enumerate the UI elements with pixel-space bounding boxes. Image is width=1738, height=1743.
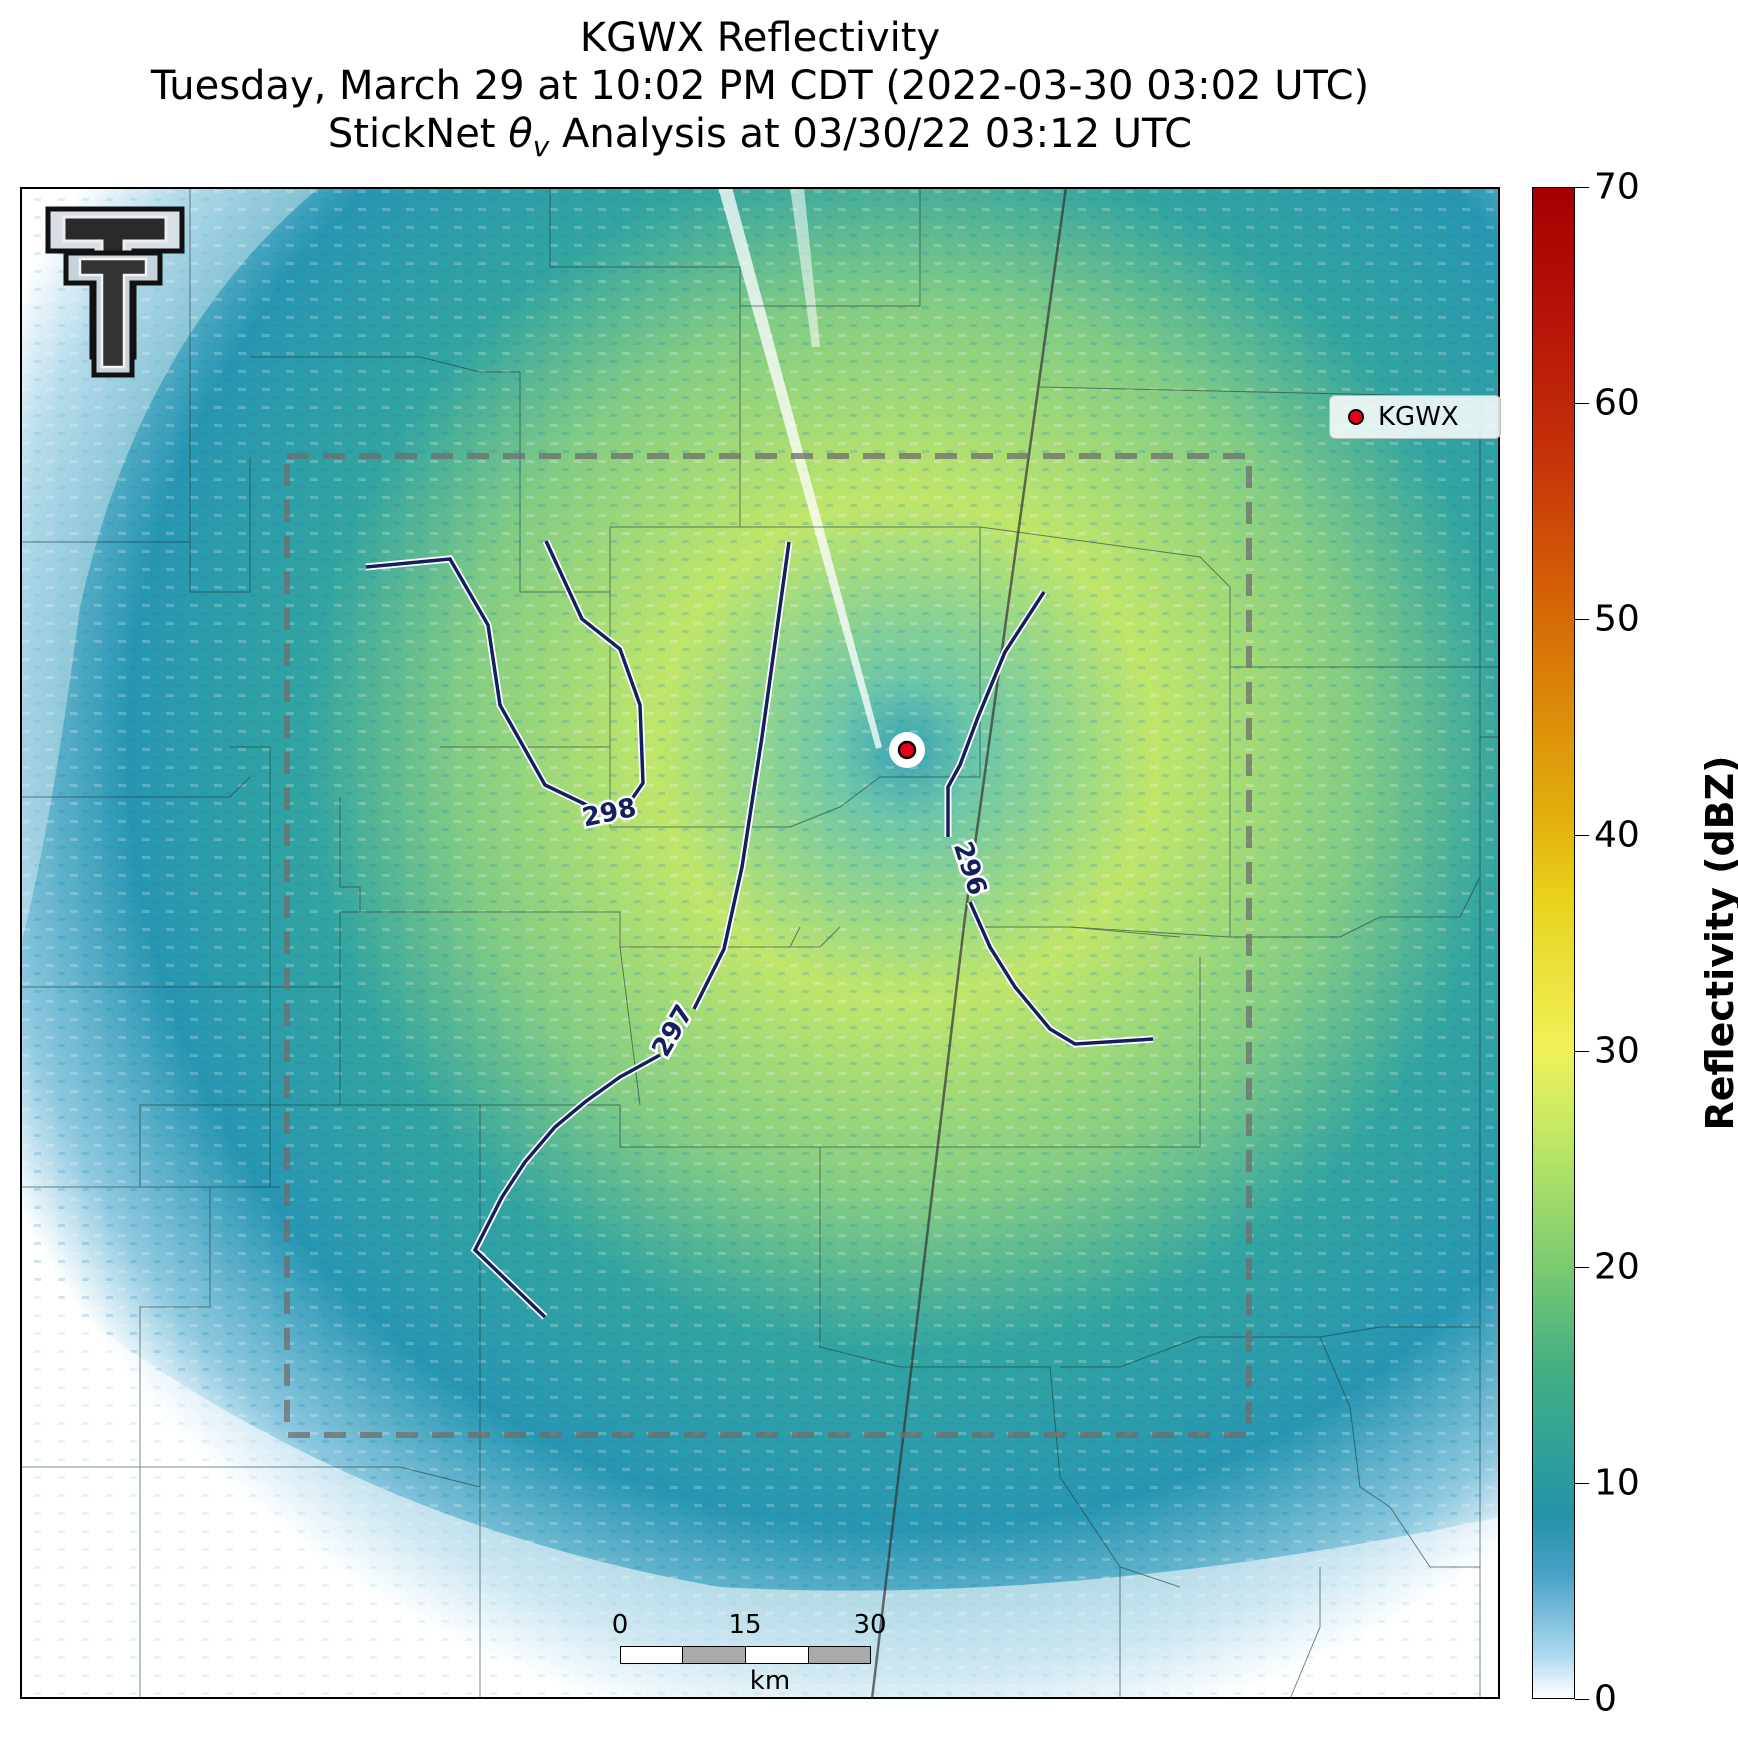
colorbar-tick-label: 50 (1594, 598, 1640, 640)
title-line-1: KGWX Reflectivity (579, 15, 941, 61)
contour-296-south-line (968, 901, 1154, 1046)
contour-297-south-line (472, 1053, 661, 1319)
contour-296-north-line (946, 591, 1046, 837)
map-title: KGWX Reflectivity Tuesday, March 29 at 1… (20, 14, 1500, 171)
beam-blockage-streak (718, 187, 882, 749)
legend-label: KGWX (1378, 402, 1459, 432)
colorbar-tick-label: 30 (1594, 1030, 1640, 1072)
title-line-3: StickNet θv Analysis at 03/30/22 03:12 U… (327, 111, 1193, 163)
colorbar-tick-label: 40 (1594, 814, 1640, 856)
colorbar-tick-mark (1575, 835, 1589, 836)
map-border (20, 187, 1500, 1699)
beam-streak-2 (790, 187, 820, 347)
texas-tech-logo (45, 206, 185, 378)
colorbar-title: Reflectivity (dBZ) (1698, 755, 1738, 1131)
contour-297-north-line (692, 541, 791, 1010)
sparse-echo-southwest (20, 1267, 1500, 1699)
map-legend: KGWX (1329, 395, 1501, 439)
colorbar-tick-mark (1575, 1699, 1589, 1700)
scale-unit: km (749, 1666, 791, 1696)
contour-298-west-line (365, 557, 596, 811)
scale-segment-1 (620, 1646, 683, 1664)
colorbar-tick-mark (1575, 619, 1589, 620)
colorbar-tick-mark (1575, 403, 1589, 404)
title-line-2: Tuesday, March 29 at 10:02 PM CDT (2022-… (150, 63, 1370, 109)
colorbar-tick-mark (1575, 1051, 1589, 1052)
state-boundary (870, 187, 1068, 1699)
radar-site-legend-marker (1348, 409, 1364, 425)
colorbar-tick-mark (1575, 1483, 1589, 1484)
colorbar-tick-label: 10 (1594, 1462, 1640, 1504)
scale-tick-30: 30 (853, 1610, 887, 1640)
colorbar-tick-label: 0 (1594, 1678, 1617, 1720)
scale-tick-0: 0 (611, 1610, 629, 1640)
colorbar-tick-mark (1575, 187, 1589, 188)
colorbar-tick-label: 60 (1594, 382, 1640, 424)
scale-segment-3 (745, 1646, 809, 1664)
radar-site-marker[interactable] (897, 740, 917, 760)
scale-tick-15: 15 (728, 1610, 762, 1640)
colorbar-tick-label: 20 (1594, 1246, 1640, 1288)
scale-segment-4 (808, 1646, 871, 1664)
scale-segment-2 (682, 1646, 746, 1664)
colorbar-tick-label: 70 (1594, 166, 1640, 208)
scale-bar: 0 15 30 km (612, 1610, 920, 1696)
contour-298-east-line (544, 540, 645, 810)
reflectivity-colorbar (1532, 187, 1575, 1699)
colorbar-tick-mark (1575, 1267, 1589, 1268)
analysis-domain-box (284, 453, 1252, 1438)
radar-map[interactable]: 298 297 296 KGWX (20, 187, 1501, 1699)
